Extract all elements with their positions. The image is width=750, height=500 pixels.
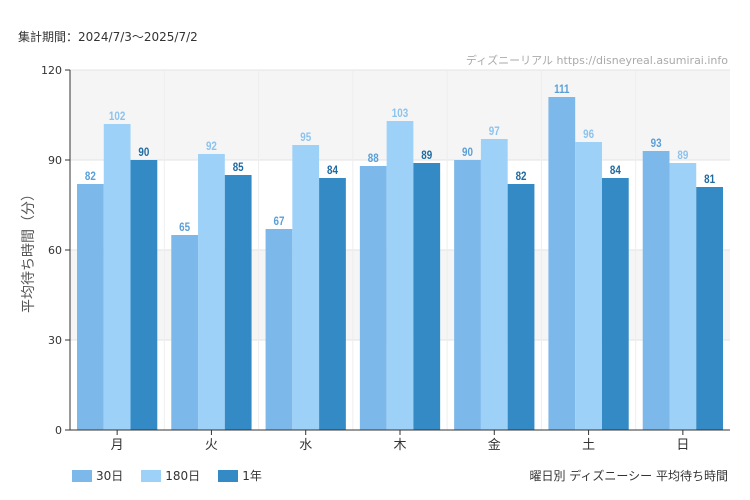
period-text: 集計期間：2024/7/3〜2025/7/2 [18,30,198,44]
legend-item-180d[interactable]: 180日 [141,467,200,484]
y-tick-label: 0 [55,424,62,437]
x-tick-label: 月 [111,438,124,453]
legend-label-1y: 1年 [242,469,262,483]
bar [265,229,293,430]
legend-item-1y[interactable]: 1年 [218,467,262,484]
bar [171,235,199,430]
data-label: 89 [677,149,688,162]
chart-footer-title: 曜日別 ディズニーシー 平均待ち時間 [529,469,728,483]
data-label: 90 [462,146,473,159]
data-label: 103 [392,107,408,120]
bar [224,175,252,430]
x-tick-label: 火 [205,438,218,453]
bar [77,184,104,430]
y-tick-label: 60 [48,244,62,257]
data-label: 84 [327,164,339,177]
bar [575,142,602,430]
x-tick-label: 土 [582,438,595,453]
bar [480,139,508,430]
bar [507,184,535,430]
data-label: 89 [421,149,432,162]
data-label: 88 [368,152,379,165]
data-label: 111 [554,83,569,96]
bar [386,121,414,430]
y-tick-label: 30 [48,334,62,347]
data-label: 81 [704,173,715,186]
data-label: 82 [85,170,96,183]
bar [669,163,697,430]
data-label: 67 [273,215,284,228]
data-label: 65 [179,221,190,234]
legend-swatch-180d [141,469,162,482]
legend: 30日 180日 1年 [72,467,280,484]
bar [292,145,320,430]
data-label: 96 [583,128,594,141]
data-label: 97 [489,125,500,138]
data-label: 95 [300,131,311,144]
x-tick-label: 木 [393,438,406,453]
data-label: 85 [233,161,244,174]
data-label: 102 [109,110,125,123]
credit-text: ディズニーリアル https://disneyreal.asumirai.inf… [466,53,728,67]
legend-swatch-30d [72,469,92,482]
bar [601,178,629,430]
bar [319,178,346,430]
y-tick-label: 90 [48,154,62,167]
bar [642,151,670,430]
x-tick-label: 金 [488,437,501,453]
legend-item-30d[interactable]: 30日 [72,467,123,484]
legend-swatch-1y [218,469,239,482]
data-label: 82 [516,170,527,183]
bar [359,166,387,430]
data-label: 84 [610,164,622,177]
legend-label-180d: 180日 [165,469,201,483]
bar [103,124,131,430]
x-tick-label: 日 [676,438,689,453]
legend-label-30d: 30日 [96,469,124,483]
bar [548,97,576,430]
bar [454,160,481,430]
data-label: 93 [651,137,662,150]
data-label: 92 [206,140,217,153]
bar [696,187,723,430]
bar [198,154,225,430]
x-tick-label: 水 [299,438,312,453]
data-label: 90 [138,146,149,159]
bar [413,163,441,430]
y-tick-label: 120 [41,64,62,77]
y-axis-label: 平均待ち時間（分） [21,187,37,313]
bar [130,160,158,430]
